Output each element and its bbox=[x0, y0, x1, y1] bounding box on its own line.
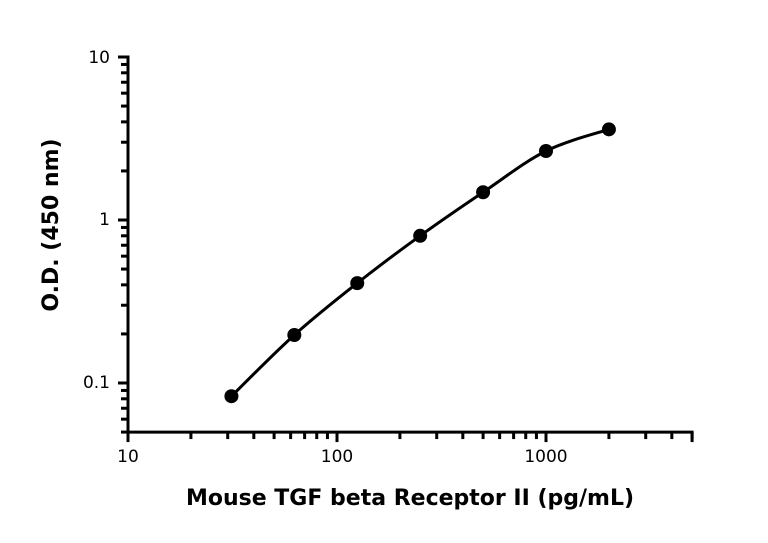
data-point bbox=[413, 228, 428, 243]
x-tick-label-1000: 1000 bbox=[524, 447, 567, 467]
data-point bbox=[476, 185, 491, 200]
data-point bbox=[224, 389, 239, 404]
y-tick-label-0.1: 0.1 bbox=[83, 373, 110, 393]
data-point bbox=[539, 144, 553, 159]
data-points bbox=[224, 122, 616, 404]
y-tick-label-10: 10 bbox=[88, 48, 110, 68]
axes bbox=[126, 55, 694, 434]
data-point bbox=[350, 276, 365, 291]
fit-curve bbox=[230, 127, 610, 398]
ticks bbox=[118, 55, 694, 443]
x-axis-title: Mouse TGF beta Receptor II (pg/mL) bbox=[186, 486, 634, 511]
x-tick-label-10: 10 bbox=[117, 447, 139, 467]
y-axis-title: O.D. (450 nm) bbox=[39, 138, 64, 311]
data-point bbox=[601, 122, 616, 137]
y-tick-label-1: 1 bbox=[99, 210, 110, 230]
x-tick-label-100: 100 bbox=[321, 447, 353, 467]
data-point bbox=[287, 328, 302, 343]
